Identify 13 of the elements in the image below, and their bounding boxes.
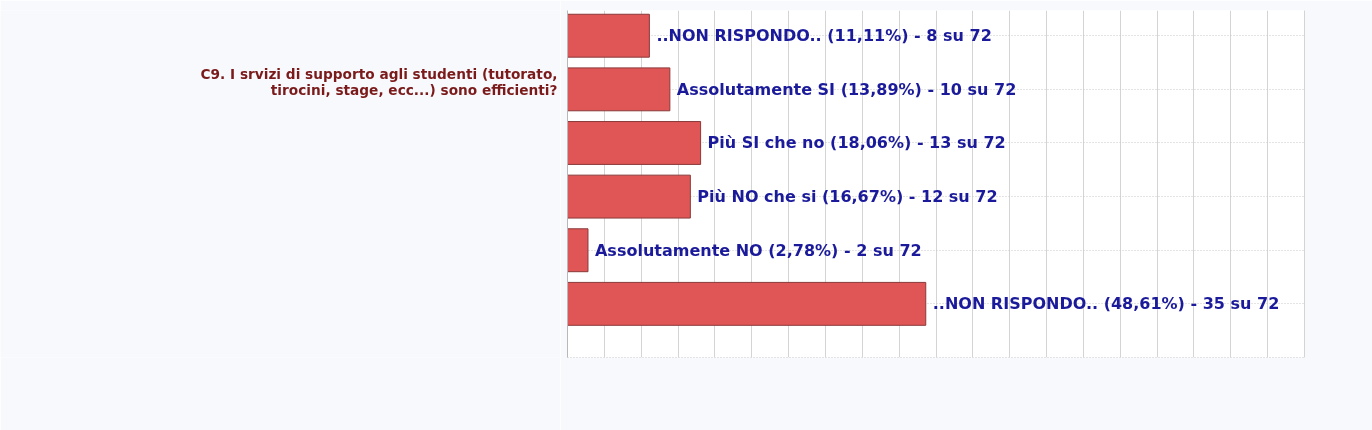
data-label: ..NON RISPONDO.. (11,11%) - 8 su 72 [656, 26, 992, 46]
text: C9. I srvizi di supporto agli studenti (tutorato, tirocini, stage, ecc...) sono efficienti? [200, 66, 558, 99]
bar [567, 228, 589, 273]
bar [567, 281, 927, 326]
data-label: Più SI che no (18,06%) - 13 su 72 [707, 133, 1006, 153]
bar [567, 67, 671, 112]
data-label: ..NON RISPONDO.. (48,61%) - 35 su 72 [932, 294, 1280, 314]
data-label: Assolutamente NO (2,78%) - 2 su 72 [594, 240, 922, 260]
bar [567, 13, 650, 58]
bar [567, 121, 702, 165]
bar [567, 174, 691, 219]
data-label: Assolutamente SI (13,89%) - 10 su 72 [676, 79, 1017, 99]
data-label: Più NO che si (16,67%) - 12 su 72 [697, 187, 998, 207]
